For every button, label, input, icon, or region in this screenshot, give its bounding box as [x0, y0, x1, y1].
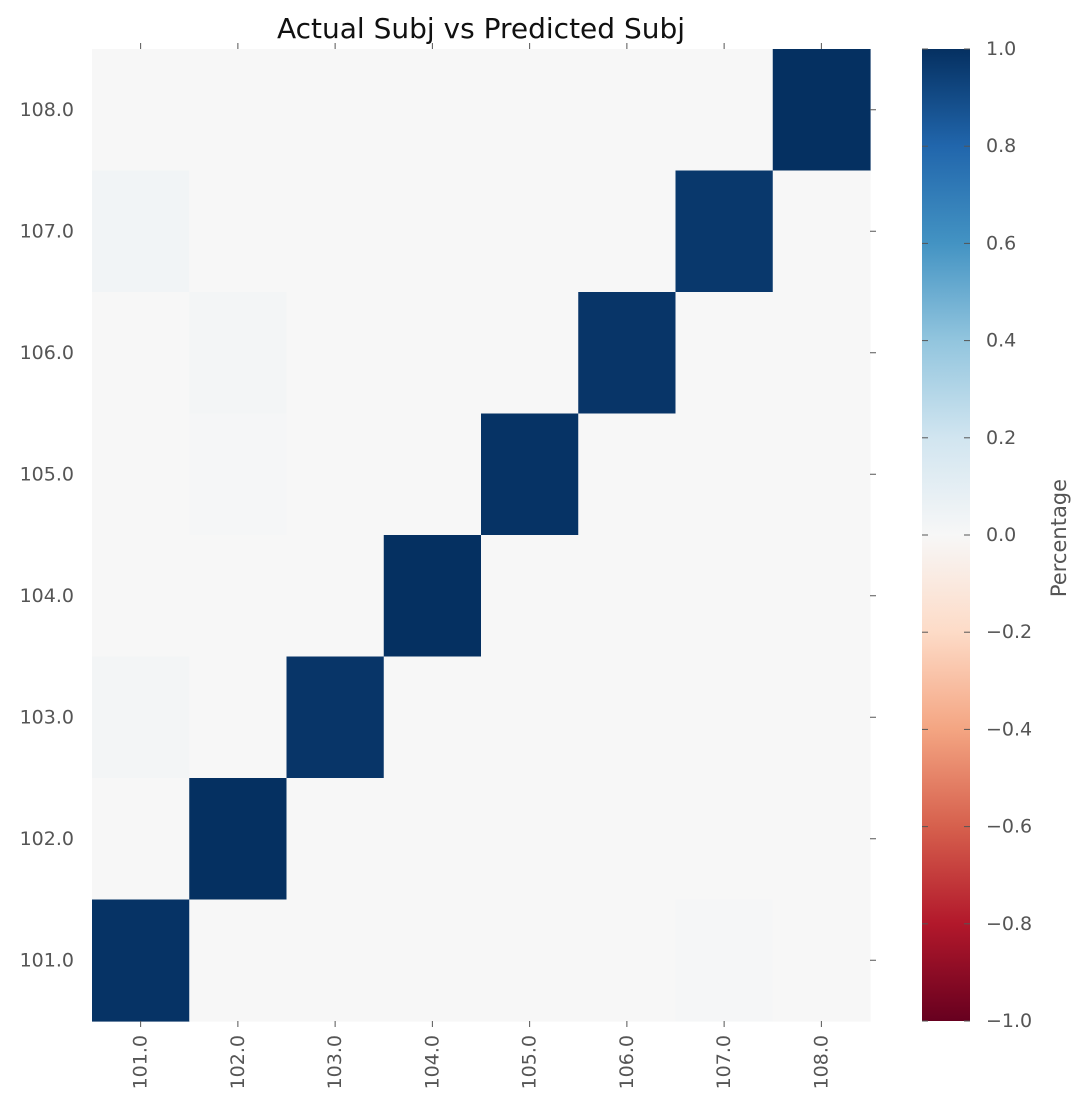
heatmap-cell [481, 899, 579, 1022]
heatmap-cell [383, 413, 482, 536]
heatmap-cell [578, 535, 677, 658]
heatmap-cell [772, 49, 871, 172]
x-tick-label: 103.0 [324, 1035, 346, 1089]
colorbar-label: Percentage [1047, 479, 1071, 597]
heatmap-cell [772, 778, 871, 901]
heatmap-cell [578, 778, 677, 901]
heatmap-cell [92, 899, 190, 1022]
heatmap-cell [675, 49, 774, 172]
colorbar-tick-label: −0.6 [986, 816, 1032, 838]
heatmap-cell [578, 656, 677, 779]
colorbar-tick-label: −0.4 [986, 718, 1032, 740]
colorbar-ticks: 1.0 0.8 0.6 0.4 0.2 0.0 −0.2 −0.4 −0.6 −0.8 −1.0 [922, 38, 1032, 1032]
colorbar-tick-label: 0.6 [986, 232, 1016, 254]
heatmap-cell [675, 778, 774, 901]
heatmap-cell [92, 778, 190, 901]
heatmap-cell [92, 292, 190, 415]
heatmap-cell [286, 49, 385, 172]
x-tick-label: 106.0 [616, 1035, 638, 1089]
heatmap-cell [578, 170, 677, 293]
heatmap-cell [92, 656, 190, 779]
heatmap-cell [286, 656, 385, 779]
heatmap-cell [286, 292, 385, 415]
heatmap-cell [92, 49, 190, 172]
heatmap-cell [481, 170, 579, 293]
heatmap-cell [189, 778, 288, 901]
heatmap-cell [92, 535, 190, 658]
x-axis-ticks: 101.0 102.0 103.0 104.0 105.0 106.0 107.0 108.0 [130, 43, 832, 1089]
colorbar [922, 49, 970, 1021]
heatmap-cell [675, 656, 774, 779]
heatmap-cell [383, 49, 482, 172]
heatmap-cell [578, 413, 677, 536]
y-tick-label: 105.0 [20, 463, 74, 485]
heatmap-cell [189, 170, 288, 293]
y-tick-label: 102.0 [20, 828, 74, 850]
y-tick-label: 103.0 [20, 706, 74, 728]
colorbar-tick-label: 0.0 [986, 524, 1016, 546]
colorbar-tick-label: 0.2 [986, 427, 1016, 449]
heatmap-cell [481, 535, 579, 658]
heatmap-cell [286, 170, 385, 293]
heatmap-cell [189, 535, 288, 658]
colorbar-tick-label: −0.2 [986, 621, 1032, 643]
heatmap-cell [481, 292, 579, 415]
chart-title: Actual Subj vs Predicted Subj [277, 12, 685, 45]
y-tick-label: 106.0 [20, 342, 74, 364]
colorbar-tick-label: 0.8 [986, 135, 1016, 157]
heatmap-cell [578, 899, 677, 1022]
heatmap-cell [772, 656, 871, 779]
heatmap-cell [92, 413, 190, 536]
heatmap-cell [772, 535, 871, 658]
heatmap-cells [92, 49, 871, 1022]
heatmap-cell [481, 778, 579, 901]
y-tick-label: 101.0 [20, 949, 74, 971]
colorbar-tick-label: −1.0 [986, 1010, 1032, 1032]
colorbar-tick-label: 1.0 [986, 38, 1016, 60]
y-tick-label: 107.0 [20, 220, 74, 242]
heatmap-cell [675, 413, 774, 536]
heatmap-cell [286, 413, 385, 536]
heatmap-cell [189, 899, 288, 1022]
heatmap-cell [383, 170, 482, 293]
heatmap-cell [675, 170, 774, 293]
heatmap-cell [772, 413, 871, 536]
x-tick-label: 108.0 [810, 1035, 832, 1089]
heatmap-cell [286, 778, 385, 901]
y-tick-label: 108.0 [20, 99, 74, 121]
y-tick-label: 104.0 [20, 585, 74, 607]
x-tick-label: 105.0 [519, 1035, 541, 1089]
heatmap-cell [772, 292, 871, 415]
x-tick-label: 107.0 [713, 1035, 735, 1089]
x-tick-label: 104.0 [421, 1035, 443, 1089]
y-axis-ticks: 108.0 107.0 106.0 105.0 104.0 103.0 102.0 101.0 [20, 99, 876, 971]
heatmap-cell [675, 292, 774, 415]
heatmap-cell [383, 778, 482, 901]
heatmap-cell [189, 413, 288, 536]
heatmap-cell [675, 899, 774, 1022]
heatmap-cell [286, 899, 385, 1022]
heatmap-cell [772, 170, 871, 293]
x-tick-label: 102.0 [227, 1035, 249, 1089]
heatmap-cell [383, 899, 482, 1022]
heatmap-cell [481, 413, 579, 536]
heatmap-cell [481, 49, 579, 172]
colorbar-tick-label: −0.8 [986, 913, 1032, 935]
heatmap-cell [189, 656, 288, 779]
heatmap-cell [772, 899, 871, 1022]
colorbar-tick-label: 0.4 [986, 330, 1016, 352]
heatmap-cell [578, 292, 677, 415]
heatmap-cell [383, 292, 482, 415]
heatmap-cell [383, 535, 482, 658]
heatmap-cell [481, 656, 579, 779]
heatmap-cell [92, 170, 190, 293]
heatmap-cell [189, 49, 288, 172]
x-tick-label: 101.0 [130, 1035, 152, 1089]
heatmap-cell [189, 292, 288, 415]
heatmap-cell [286, 535, 385, 658]
heatmap-cell [383, 656, 482, 779]
heatmap-cell [578, 49, 677, 172]
heatmap-cell [675, 535, 774, 658]
